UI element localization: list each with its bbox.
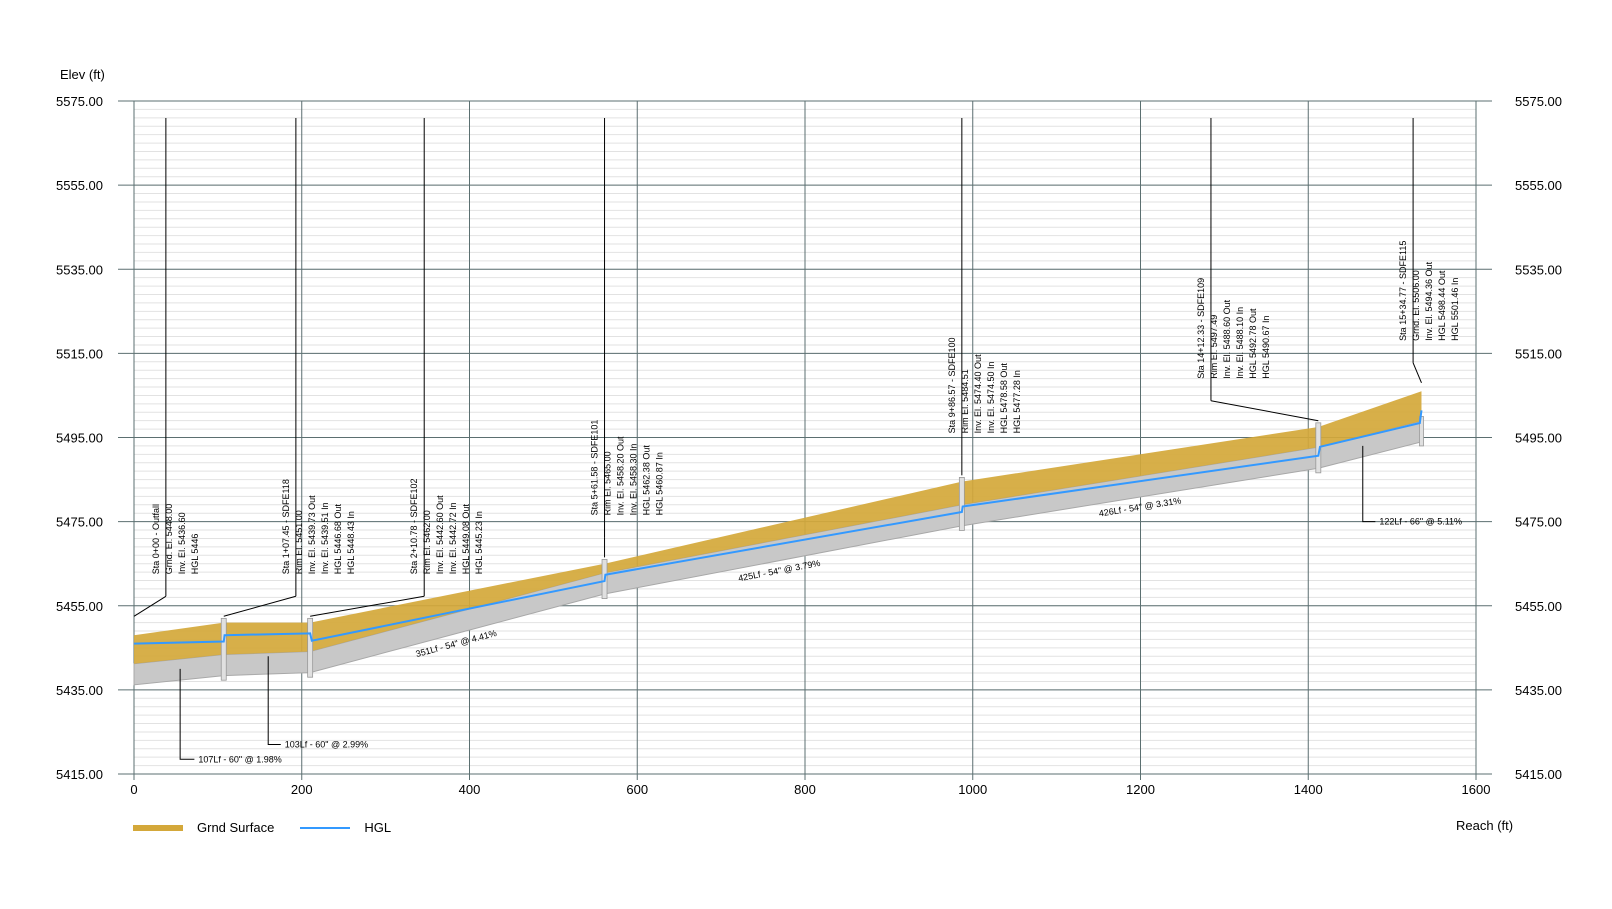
structure-callout-text: HGL 5477.28 In (1012, 370, 1022, 433)
outfall-callout-text: Inv. El. 5436.60 (177, 512, 187, 574)
axis-layer: 5415.00 5415.00 5435.00 5435.00 5455.00 5455.… (56, 94, 1562, 797)
x-tick-label: 0 (130, 782, 137, 797)
structure-callout-text: Sta 2+10.78 - SDFE102 (409, 478, 419, 574)
x-tick-label: 400 (459, 782, 481, 797)
structure-callout-text: Rim El. 5451.00 (294, 510, 304, 574)
y-tick-label-right: 5495.00 (1515, 431, 1562, 446)
structure-callout-leader-diag (223, 595, 297, 617)
pipe-label-leader (179, 668, 195, 760)
y-tick-label-right: 5435.00 (1515, 683, 1562, 698)
structure-callout-text: Sta 14+12.33 - SDFE109 (1196, 278, 1206, 379)
structure-callout-text: HGL 5478.58 Out (999, 363, 1009, 434)
structure-callout-text: HGL 5492.78 Out (1248, 308, 1258, 379)
x-tick-label: 1400 (1294, 782, 1323, 797)
y-tick-label-left: 5495.00 (56, 431, 103, 446)
y-tick-label-left: 5575.00 (56, 94, 103, 109)
structure-callout-text: Rim El. 5484.51 (960, 369, 970, 433)
legend: Grnd Surface HGL (133, 820, 417, 835)
x-tick-label: 1000 (958, 782, 987, 797)
structure-callout-leader-diag (1210, 400, 1319, 422)
legend-swatch-hgl (300, 826, 351, 829)
y-tick-label-left: 5475.00 (56, 515, 103, 530)
terminal-callout-text: HGL 5498.44 Out (1437, 270, 1447, 341)
y-tick-label-left: 5515.00 (56, 346, 103, 361)
outfall-callout-text: Sta 0+00 - Outfall (151, 504, 161, 574)
structure-callout-text: HGL 5490.67 In (1261, 315, 1271, 378)
pipe-label: 107Lf - 60" @ 1.98% (198, 754, 281, 764)
structure-callout-text: Inv. El. 5488.60 Out (1222, 299, 1232, 378)
pipe-label: 103Lf - 60" @ 2.99% (285, 740, 368, 750)
structure-callout-text: HGL 5446.68 Out (333, 504, 343, 575)
pipe-label: 122Lf - 66" @ 5.11% (1379, 517, 1462, 527)
structure-callout-text: Inv. El. 5442.72 In (448, 502, 458, 574)
y-tick-label-left: 5435.00 (56, 683, 103, 698)
y-tick-label-left: 5455.00 (56, 599, 103, 614)
terminal-callout-text: Inv. El. 5494.36 Out (1424, 261, 1434, 340)
x-tick-label: 1600 (1462, 782, 1491, 797)
structure-callout-text: Sta 5+61.58 - SDFE101 (590, 420, 600, 516)
terminal-callout-text: Sta 15+34.77 - SDFE115 (1398, 241, 1408, 341)
ground-surface-band (134, 391, 1422, 664)
y-tick-label-right: 5475.00 (1515, 515, 1562, 530)
hgl-line (133, 410, 1423, 645)
manhole-structure (220, 617, 227, 681)
manhole-structure (307, 617, 314, 678)
x-tick-label: 600 (626, 782, 648, 797)
y-tick-label-right: 5555.00 (1515, 178, 1562, 193)
structure-callout-text: HGL 5462.38 Out (642, 445, 652, 516)
structure-callout-text: Inv. El. 5488.10 In (1235, 307, 1245, 379)
structure-callout-text: Rim El. 5465.00 (603, 451, 613, 515)
y-tick-label-right: 5575.00 (1515, 94, 1562, 109)
structure-callout-text: HGL 5460.87 In (655, 452, 665, 515)
terminal-callout-text: HGL 5501.46 In (1450, 278, 1460, 341)
structure-callout-text: Inv. El. 5439.73 Out (307, 495, 317, 574)
x-axis-label: Reach (ft) (1456, 818, 1513, 833)
manhole-structure (958, 477, 965, 531)
structure-callout-text: Inv. El. 5442.60 Out (435, 495, 445, 574)
y-tick-label-right: 5415.00 (1515, 767, 1562, 782)
outfall-callout-text: HGL 5446 (190, 534, 200, 575)
terminal-callout-text: Grnd. El. 5506.00 (1411, 270, 1421, 341)
structure-callout-text: Inv. El. 5474.50 In (986, 361, 996, 433)
y-tick-label-left: 5535.00 (56, 262, 103, 277)
structure-callout-text: Sta 1+07.45 - SDFE118 (281, 479, 291, 574)
structure-callout-text: Rim El. 5462.00 (422, 510, 432, 574)
series-layer (133, 391, 1424, 686)
structure-callout-text: Inv. El. 5439.51 In (320, 502, 330, 574)
structure-callout-text: Rim El. 5497.49 (1209, 315, 1219, 379)
structure-callout-text: Inv. El. 5474.40 Out (973, 354, 983, 433)
terminal-callout-leader-diag (1412, 362, 1422, 384)
pipe-label-leader (267, 656, 281, 746)
x-tick-label: 800 (794, 782, 816, 797)
x-tick-label: 1200 (1126, 782, 1155, 797)
legend-label-hgl: HGL (364, 820, 392, 835)
structure-callout-text: HGL 5448.43 In (346, 511, 356, 574)
structure-callout-text: Inv. El. 5458.20 Out (616, 436, 626, 515)
structure-callout-text: HGL 5449.08 Out (461, 504, 471, 575)
x-tick-label: 200 (291, 782, 313, 797)
y-tick-label-right: 5535.00 (1515, 262, 1562, 277)
y-tick-label-left: 5415.00 (56, 767, 103, 782)
structure-callout-text: Inv. El. 5458.30 In (629, 443, 639, 515)
outfall-callout-text: Grnd. El. 5448.00 (164, 504, 174, 575)
pipe-label-leader (1362, 445, 1376, 523)
y-tick-label-right: 5515.00 (1515, 346, 1562, 361)
structure-callout-leader-diag (310, 595, 425, 617)
outfall-callout-leader-diag (133, 595, 167, 617)
y-tick-label-right: 5455.00 (1515, 599, 1562, 614)
y-axis-label: Elev (ft) (60, 67, 105, 82)
y-tick-label-left: 5555.00 (56, 178, 103, 193)
legend-swatch-ground (133, 824, 183, 831)
structure-callout-text: Sta 9+86.57 - SDFE100 (947, 338, 957, 434)
legend-label-ground: Grnd Surface (197, 820, 275, 835)
structure-callout-text: HGL 5445.23 In (474, 511, 484, 574)
